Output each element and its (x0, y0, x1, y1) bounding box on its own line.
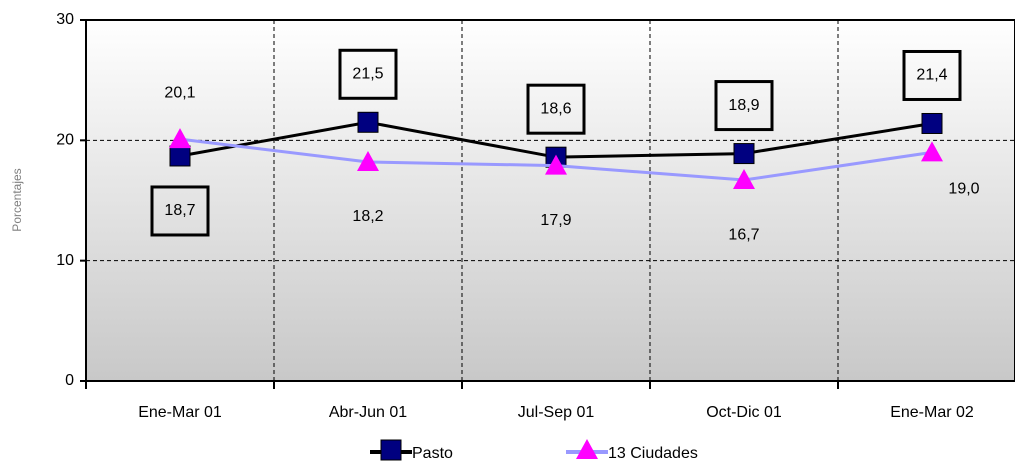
data-label: 16,7 (728, 226, 759, 243)
point (169, 128, 191, 149)
plot-area (85, 19, 1015, 382)
legend-label: 13 Ciudades (608, 445, 698, 461)
data-label: 21,5 (352, 66, 383, 83)
point (733, 169, 755, 190)
label-box (526, 83, 586, 135)
x-tick-label: Abr-Jun 01 (329, 404, 407, 421)
label-box (714, 80, 774, 132)
data-label: 17,9 (540, 212, 571, 229)
point (357, 111, 379, 133)
y-tick-label: 10 (56, 252, 74, 269)
x-tick-label: Ene-Mar 02 (890, 404, 974, 421)
data-label: 18,7 (164, 202, 195, 219)
data-label: 19,0 (948, 181, 979, 198)
data-label: 20,1 (164, 84, 195, 101)
data-label: 18,6 (540, 100, 571, 117)
point (921, 112, 943, 134)
data-label: 18,2 (352, 208, 383, 225)
point (169, 145, 191, 167)
y-tick-label: 20 (56, 132, 74, 149)
point (380, 439, 402, 461)
x-tick-label: Oct-Dic 01 (706, 404, 782, 421)
label-box (902, 49, 962, 101)
legend-label: Pasto (412, 445, 453, 461)
y-tick-label: 30 (56, 11, 74, 28)
data-label: 18,9 (728, 97, 759, 114)
y-tick-label: 0 (65, 372, 74, 389)
label-box (338, 48, 398, 100)
point (357, 150, 379, 171)
point (733, 143, 755, 165)
point (576, 439, 598, 459)
x-tick-label: Jul-Sep 01 (518, 404, 595, 421)
x-tick-label: Ene-Mar 01 (138, 404, 222, 421)
data-label: 21,4 (916, 67, 947, 84)
point (921, 141, 943, 162)
point (545, 154, 567, 175)
y-axis-label: Porcentajes (10, 168, 24, 231)
label-box (150, 185, 210, 237)
